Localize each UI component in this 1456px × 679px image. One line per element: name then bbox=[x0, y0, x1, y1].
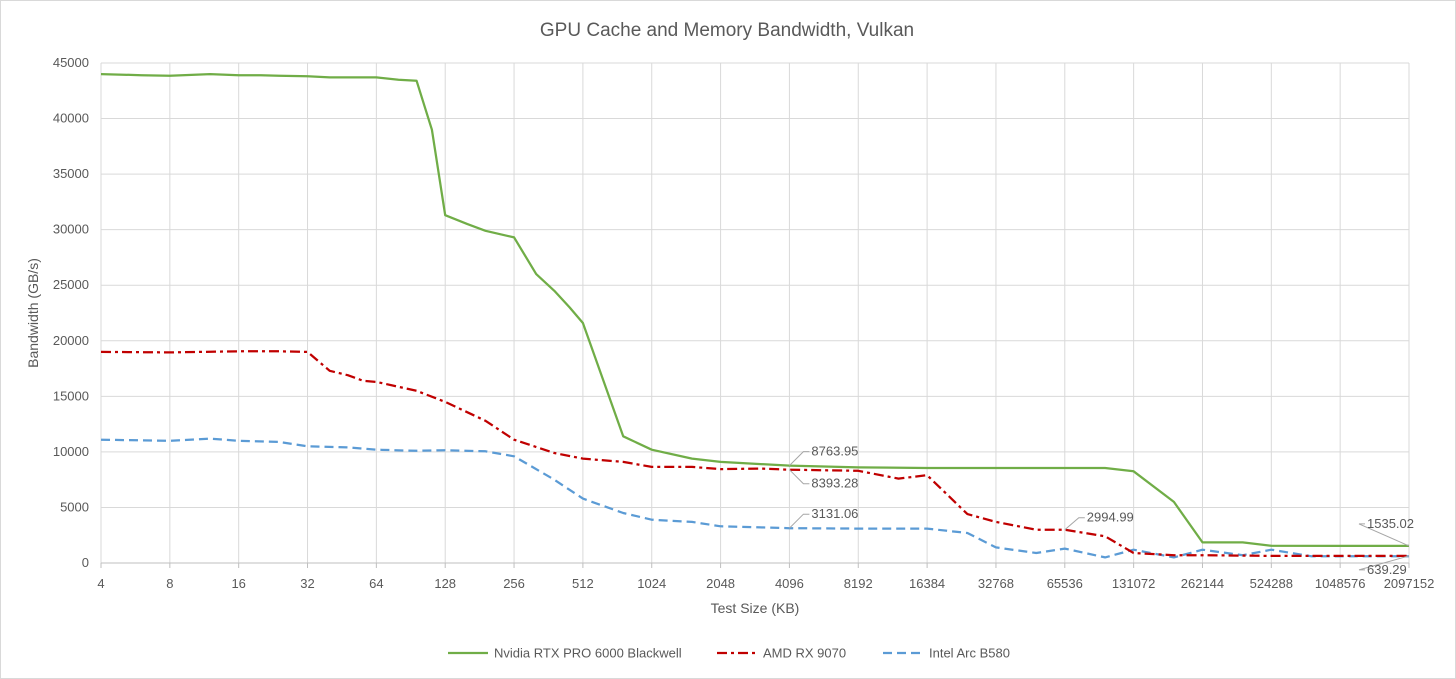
callout-leader bbox=[1358, 555, 1410, 571]
series-line bbox=[100, 350, 1409, 558]
y-tick-label: 25000 bbox=[53, 277, 89, 292]
y-tick-label: 20000 bbox=[53, 333, 89, 348]
data-label: 1535.02 bbox=[1367, 516, 1414, 531]
x-tick-label: 131072 bbox=[1112, 576, 1155, 591]
callout-leader bbox=[789, 469, 810, 485]
y-tick-label: 35000 bbox=[53, 166, 89, 181]
y-tick-label: 5000 bbox=[60, 499, 89, 514]
data-label: 2994.99 bbox=[1087, 510, 1134, 525]
x-tick-label: 8192 bbox=[844, 576, 873, 591]
x-tick-label: 16 bbox=[231, 576, 245, 591]
series-line bbox=[100, 437, 1409, 559]
x-tick-label: 32768 bbox=[978, 576, 1014, 591]
x-tick-label: 16384 bbox=[909, 576, 945, 591]
legend: Nvidia RTX PRO 6000 Blackwell AMD RX 9070… bbox=[448, 646, 1010, 661]
data-callouts: 8763.95 8393.28 3131.06 2994.99 1535.02 639.2… bbox=[789, 444, 1414, 577]
data-label: 639.29 bbox=[1367, 562, 1407, 577]
y-tick-label: 15000 bbox=[53, 388, 89, 403]
callout-leader bbox=[1358, 523, 1410, 547]
y-axis-title: Bandwidth (GB/s) bbox=[25, 258, 41, 368]
callout-leader bbox=[789, 451, 810, 466]
y-tick-label: 40000 bbox=[53, 111, 89, 126]
callout-leader bbox=[1064, 517, 1085, 531]
x-tick-label: 1048576 bbox=[1315, 576, 1366, 591]
x-tick-label: 2048 bbox=[706, 576, 735, 591]
x-tick-label: 65536 bbox=[1047, 576, 1083, 591]
x-tick-label: 1024 bbox=[637, 576, 666, 591]
x-tick-label: 32 bbox=[300, 576, 314, 591]
y-tick-label: 30000 bbox=[53, 222, 89, 237]
x-tick-label: 512 bbox=[572, 576, 594, 591]
x-tick-label: 64 bbox=[369, 576, 383, 591]
chart-title: GPU Cache and Memory Bandwidth, Vulkan bbox=[540, 20, 914, 41]
legend-label: Intel Arc B580 bbox=[929, 646, 1010, 661]
y-tick-label: 0 bbox=[82, 555, 89, 570]
data-label: 8393.28 bbox=[811, 476, 858, 491]
x-tick-label: 128 bbox=[434, 576, 456, 591]
x-tick-label: 4 bbox=[97, 576, 104, 591]
x-tick-label: 524288 bbox=[1250, 576, 1293, 591]
legend-label: AMD RX 9070 bbox=[763, 646, 846, 661]
x-tick-label: 262144 bbox=[1181, 576, 1224, 591]
x-tick-label: 2097152 bbox=[1384, 576, 1435, 591]
series-lines bbox=[100, 72, 1409, 559]
callout-leader bbox=[789, 513, 810, 529]
axes: 0 5000 10000 15000 20000 25000 30000 35000 40000… bbox=[53, 55, 1434, 591]
legend-label: Nvidia RTX PRO 6000 Blackwell bbox=[494, 646, 682, 661]
x-tick-label: 4096 bbox=[775, 576, 804, 591]
y-tick-label: 45000 bbox=[53, 55, 89, 70]
x-tick-label: 8 bbox=[166, 576, 173, 591]
data-label: 8763.95 bbox=[811, 444, 858, 459]
x-axis-title: Test Size (KB) bbox=[711, 600, 800, 616]
x-tick-label: 256 bbox=[503, 576, 525, 591]
data-label: 3131.06 bbox=[811, 506, 858, 521]
gridlines bbox=[100, 62, 1410, 563]
series-line bbox=[100, 72, 1409, 548]
y-tick-label: 10000 bbox=[53, 444, 89, 459]
